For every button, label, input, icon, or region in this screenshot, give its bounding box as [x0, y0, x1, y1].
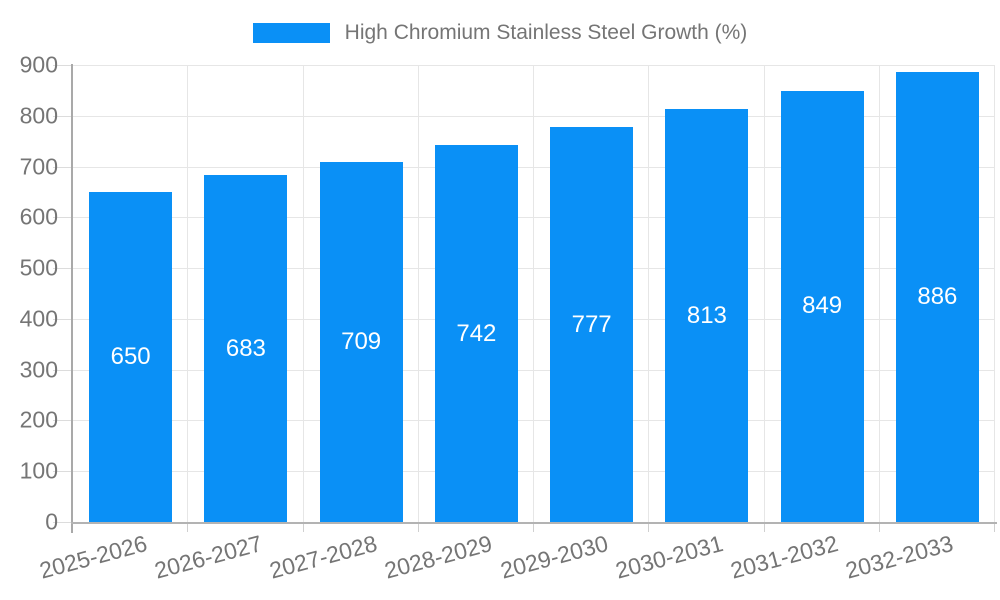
bar-2032-2033 [895, 72, 979, 522]
x-axis-tick [878, 522, 880, 532]
gridline-vertical [763, 65, 765, 522]
bar-2026-2027 [204, 175, 288, 522]
y-axis-label: 0 [45, 508, 58, 535]
x-axis-tick [763, 522, 765, 532]
gridline-vertical [417, 65, 419, 522]
x-axis-tick [994, 522, 995, 532]
gridline-vertical [878, 65, 880, 522]
gridline-horizontal [73, 369, 995, 371]
y-axis-tick [53, 268, 73, 270]
bar-value-label: 849 [802, 292, 843, 320]
bar-2029-2030 [550, 127, 634, 522]
gridline-vertical [994, 65, 995, 522]
legend-swatch [252, 23, 330, 43]
y-axis-label: 200 [19, 406, 58, 433]
bar-2031-2032 [780, 90, 864, 522]
gridline-vertical [648, 65, 650, 522]
gridline-horizontal [73, 420, 995, 422]
bar-value-label: 683 [225, 334, 266, 362]
bar-2027-2028 [319, 162, 403, 522]
bar-value-label: 742 [456, 319, 497, 347]
gridline-horizontal [73, 471, 995, 473]
y-axis-tick [53, 65, 73, 66]
legend-label: High Chromium Stainless Steel Growth (%) [344, 21, 748, 44]
x-axis-tick [533, 522, 534, 532]
bar-value-label: 777 [571, 310, 612, 338]
y-axis-tick [53, 369, 73, 371]
y-axis-tick [53, 217, 73, 219]
bar-value-label: 709 [341, 327, 382, 355]
bar-2028-2029 [434, 145, 518, 522]
y-axis-tick [53, 166, 73, 168]
chart-legend[interactable]: High Chromium Stainless Steel Growth (%) [0, 18, 1000, 48]
y-axis-label: 500 [19, 254, 58, 281]
x-axis-tick [302, 522, 304, 532]
gridline-horizontal [73, 217, 995, 219]
x-axis-tick [648, 522, 650, 532]
x-axis-line [71, 522, 997, 524]
gridline-vertical [187, 65, 189, 522]
gridline-horizontal [73, 268, 995, 270]
gridline-vertical [302, 65, 304, 522]
y-axis-label: 300 [19, 356, 58, 383]
gridline-horizontal [73, 115, 995, 117]
y-axis-label: 400 [19, 305, 58, 332]
gridline-horizontal [73, 318, 995, 320]
y-axis-line [71, 64, 73, 533]
plot-area: 650 683 709 742 777 813 849 886 [53, 64, 997, 533]
y-axis-label: 700 [19, 153, 58, 180]
y-axis-tick [53, 318, 73, 320]
y-axis-label: 600 [19, 203, 58, 230]
y-axis-label: 100 [19, 457, 58, 484]
bar-2030-2031 [665, 109, 749, 522]
y-axis-label: 900 [19, 51, 58, 78]
y-axis-tick [53, 420, 73, 422]
gridline-vertical [533, 65, 534, 522]
bar-value-label: 886 [917, 283, 958, 311]
bar-value-label: 813 [686, 301, 727, 329]
y-axis-tick [53, 522, 73, 523]
y-axis-label: 800 [19, 102, 58, 129]
x-axis-tick [417, 522, 419, 532]
gridline-horizontal [73, 65, 995, 66]
y-axis-tick [53, 115, 73, 117]
y-axis-tick [53, 471, 73, 473]
gridline-horizontal [73, 166, 995, 168]
x-axis-tick [187, 522, 189, 532]
bar-value-label: 650 [110, 342, 151, 370]
bar-2025-2026 [89, 191, 173, 522]
